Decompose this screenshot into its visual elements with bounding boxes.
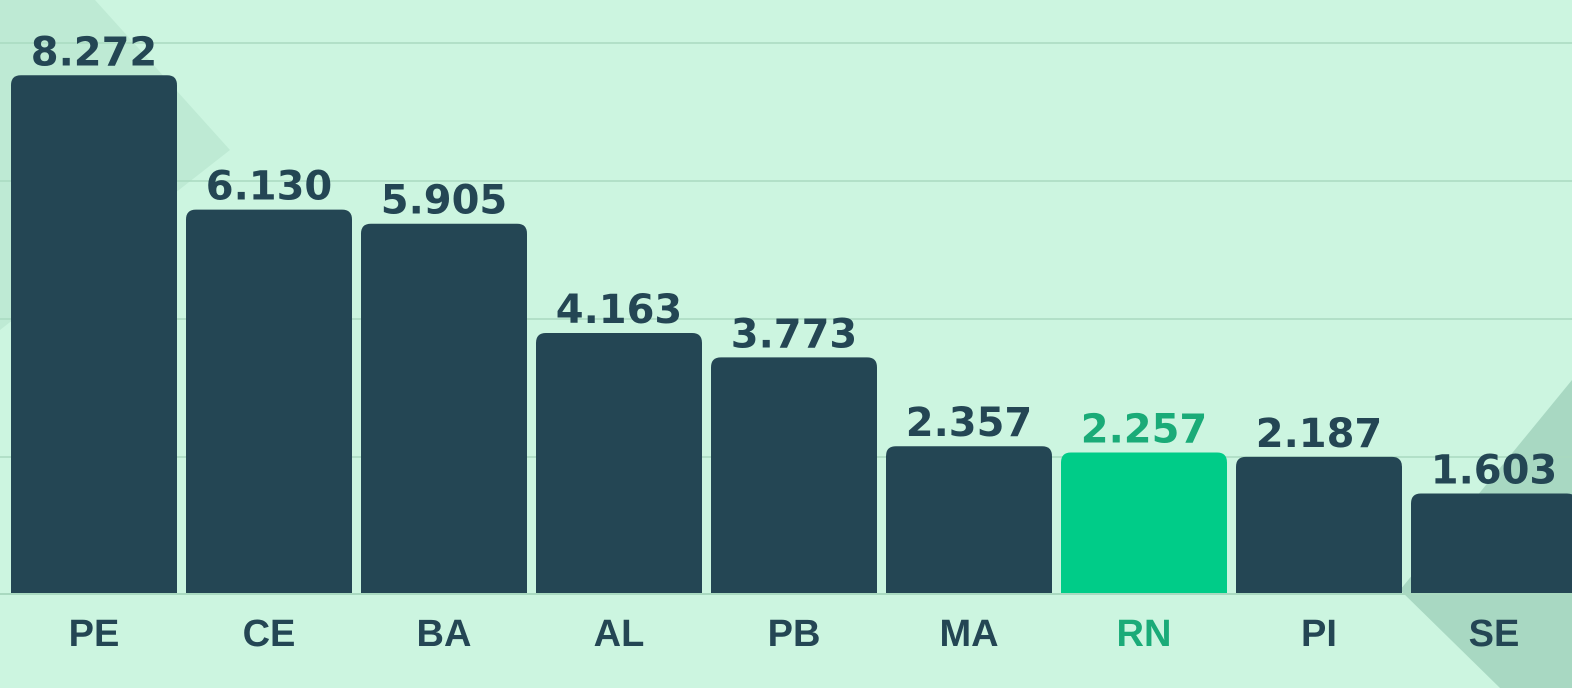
bar	[711, 357, 877, 594]
x-tick-label: RN	[1117, 613, 1172, 655]
bar	[11, 75, 177, 595]
value-label: 1.603	[1431, 447, 1558, 493]
value-label: 2.187	[1256, 411, 1383, 457]
x-tick-label: SE	[1469, 613, 1520, 655]
value-label: 5.905	[381, 178, 508, 224]
bar	[186, 209, 352, 594]
bar	[1236, 456, 1402, 594]
bar	[536, 332, 702, 594]
x-tick-label: PI	[1301, 613, 1337, 655]
value-label: 8.272	[31, 29, 158, 75]
value-label: 2.357	[906, 400, 1033, 446]
x-tick-label: CE	[243, 613, 296, 655]
value-label: 4.163	[556, 287, 683, 333]
x-tick-label: BA	[417, 613, 472, 655]
value-label: 2.257	[1081, 406, 1208, 452]
value-label: 6.130	[206, 164, 333, 210]
x-tick-label: AL	[594, 613, 645, 655]
bar	[1411, 493, 1572, 594]
x-tick-label: MA	[939, 613, 998, 655]
bar	[361, 223, 527, 594]
bar	[886, 446, 1052, 594]
bar	[1061, 452, 1227, 594]
value-label: 3.773	[731, 311, 858, 357]
x-tick-label: PB	[768, 613, 821, 655]
x-tick-label: PE	[69, 613, 120, 655]
